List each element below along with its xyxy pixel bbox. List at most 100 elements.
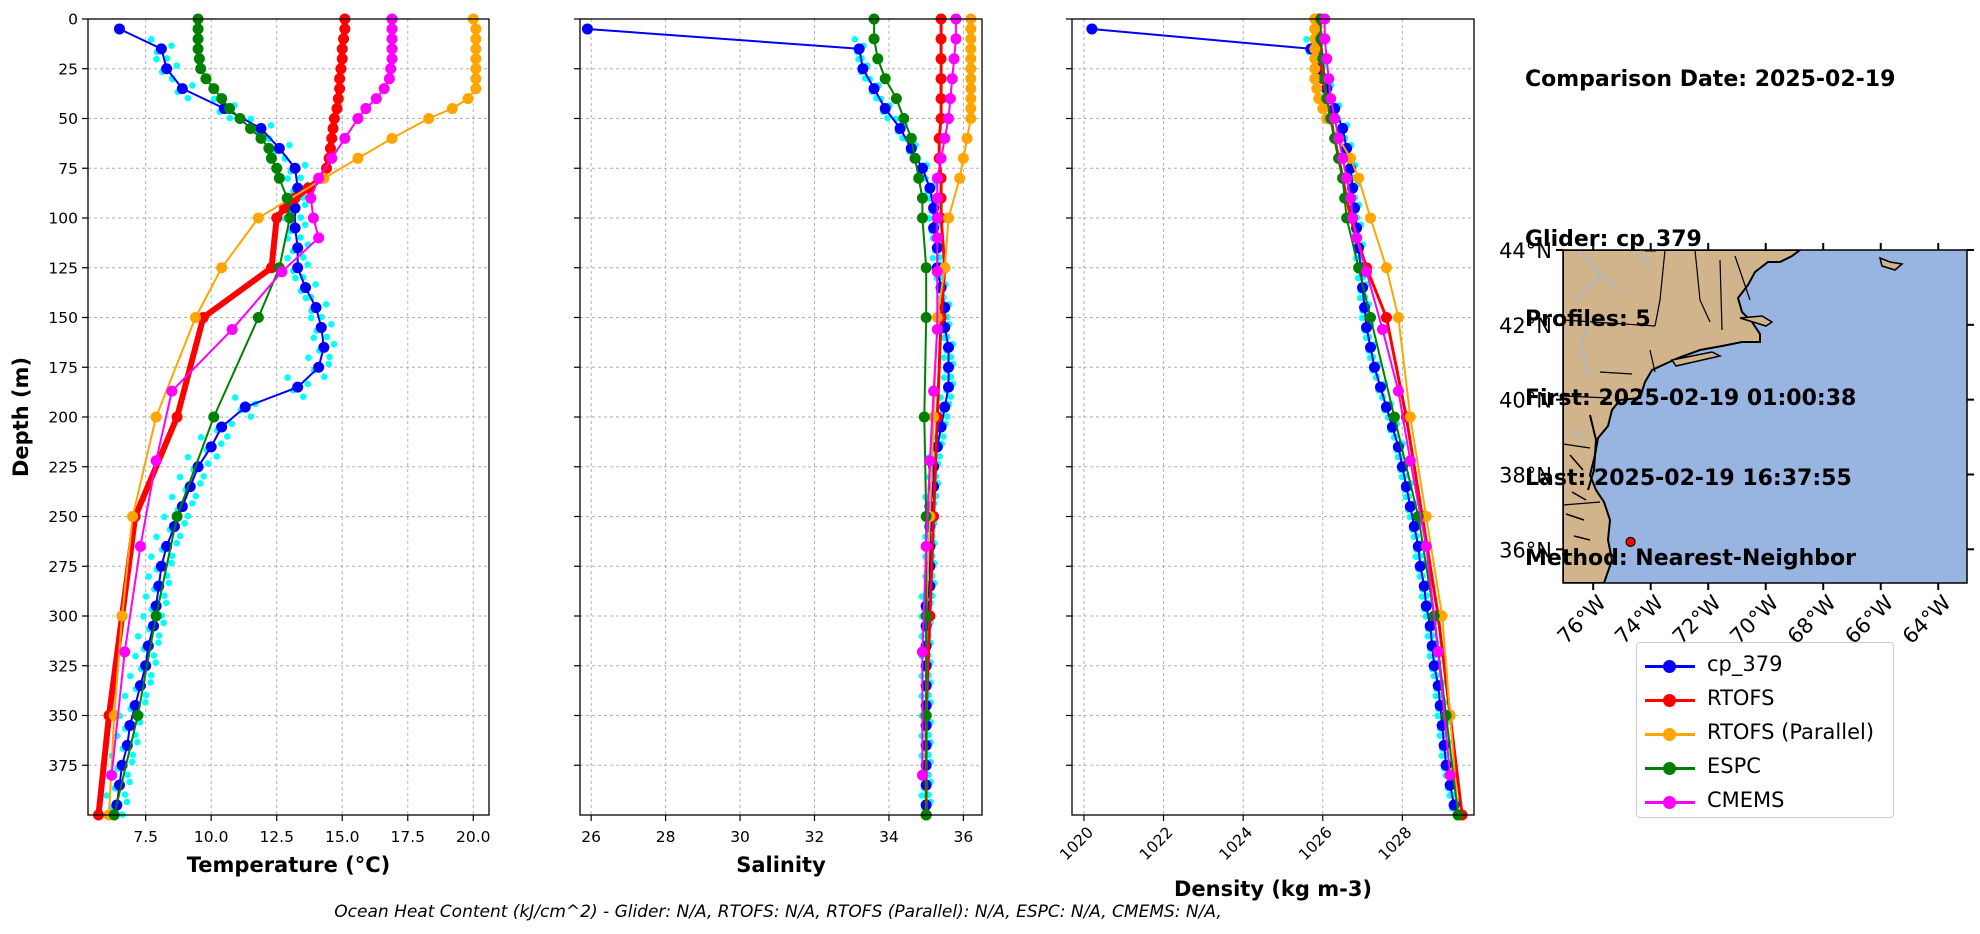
data-point-cp-379: [129, 700, 141, 712]
glider-raw-point: [284, 374, 291, 381]
data-point-rtofs: [171, 411, 183, 423]
data-point-espc: [1440, 710, 1452, 721]
glider-raw-point: [197, 480, 204, 487]
data-point-cp-379: [1337, 122, 1349, 134]
map-lon-label: 72°W: [1668, 590, 1726, 648]
data-point-cmems: [150, 455, 162, 467]
glider-raw-point: [168, 559, 175, 567]
profile-count: Profiles: 5: [1525, 306, 1651, 332]
data-point-cmems: [1404, 455, 1416, 467]
x-tick-label: 1028: [1375, 823, 1416, 864]
glider-raw-point: [1303, 35, 1310, 43]
glider-raw-point: [189, 500, 196, 507]
legend-item-rtofs: RTOFS: [1637, 683, 1893, 717]
y-tick-label: 0: [68, 11, 78, 29]
glider-raw-point: [231, 394, 239, 401]
glider-raw-point: [325, 360, 333, 368]
legend-label: CMEMS: [1707, 788, 1785, 812]
data-point-espc: [920, 610, 932, 622]
data-point-cp-379: [205, 441, 217, 453]
data-point-cmems: [916, 646, 928, 658]
data-point-cmems: [1345, 192, 1357, 204]
data-point-cmems: [946, 73, 958, 85]
data-point-cp-379: [943, 341, 954, 353]
data-point-cmems: [931, 323, 943, 335]
glider-raw-point: [304, 261, 312, 268]
data-point-cp-379: [289, 162, 301, 174]
data-point-cp-379: [176, 83, 188, 95]
data-point-rtofs-parallel: [423, 113, 435, 124]
glider-raw-point: [940, 354, 948, 361]
data-point-cmems: [1323, 73, 1335, 85]
x-axis-label: Salinity: [736, 853, 826, 877]
data-point-cmems: [385, 63, 397, 75]
data-point-cmems: [119, 646, 131, 658]
data-point-cmems: [1319, 33, 1331, 45]
data-point-espc: [244, 122, 256, 134]
data-point-espc: [263, 142, 275, 154]
data-point-cmems: [1321, 53, 1333, 65]
map-lat-label: 44°N: [1499, 239, 1552, 263]
data-point-cp-379: [161, 63, 173, 75]
data-point-cp-379: [216, 421, 228, 433]
data-point-espc: [905, 132, 917, 144]
glider-raw-point: [165, 579, 173, 587]
data-point-rtofs-parallel: [965, 83, 977, 95]
data-point-cp-379: [943, 361, 954, 373]
data-point-rtofs-parallel: [1313, 93, 1325, 105]
glider-raw-point: [918, 792, 926, 799]
data-point-cmems: [166, 385, 178, 397]
glider-raw-point: [1418, 593, 1426, 600]
data-point-rtofs-parallel: [470, 23, 482, 35]
x-tick-label: 34: [879, 828, 899, 846]
data-point-rtofs-parallel: [252, 212, 264, 224]
data-point-cmems: [924, 455, 936, 467]
glider-raw-point: [121, 791, 129, 799]
data-point-rtofs-parallel: [965, 43, 977, 55]
data-point-espc: [916, 212, 928, 224]
data-point-rtofs-parallel: [470, 63, 482, 75]
data-point-cp-379: [1368, 361, 1380, 373]
state-borders: [1563, 250, 1751, 506]
data-point-espc: [273, 172, 285, 184]
glider-raw-point: [1356, 294, 1364, 302]
legend-item-rtofs-parallel: RTOFS (Parallel): [1637, 717, 1893, 751]
map-lat-label: 42°N: [1499, 314, 1552, 338]
data-point-cp-379: [1086, 23, 1098, 35]
glider-raw-point: [1358, 314, 1366, 322]
data-point-rtofs-parallel: [965, 63, 977, 75]
data-point-rtofs-parallel: [1309, 43, 1321, 55]
glider-raw-point: [197, 433, 205, 441]
data-point-rtofs-parallel: [150, 411, 162, 423]
legend-marker: [1663, 762, 1676, 775]
legend-marker: [1663, 796, 1676, 809]
legend-label: RTOFS (Parallel): [1707, 720, 1875, 744]
glider-raw-point: [1426, 652, 1434, 660]
data-point-cmems: [352, 113, 364, 124]
data-point-cp-379: [905, 142, 917, 154]
data-point-cp-379: [857, 63, 869, 75]
data-point-espc: [890, 93, 902, 105]
glider-raw-point: [284, 254, 291, 262]
glider-raw-point: [226, 114, 234, 122]
glider-raw-point: [142, 593, 150, 600]
data-point-cmems: [1376, 323, 1388, 335]
data-point-cp-379: [1374, 381, 1386, 393]
data-point-rtofs: [327, 122, 339, 134]
glider-raw-point: [123, 798, 131, 806]
data-point-cp-379: [289, 222, 301, 234]
data-point-cmems: [1341, 172, 1353, 184]
map-lat-label: 40°N: [1499, 389, 1552, 413]
data-point-rtofs-parallel: [462, 93, 474, 105]
data-point-espc: [920, 511, 932, 522]
glider-raw-point: [147, 672, 155, 679]
data-point-espc: [920, 710, 932, 721]
glider-raw-point: [936, 453, 944, 460]
y-tick-label: 300: [48, 608, 78, 626]
data-point-rtofs: [197, 312, 209, 323]
data-point-espc: [132, 710, 144, 721]
data-point-rtofs-parallel: [1309, 73, 1321, 85]
info-spacer: [1525, 147, 1895, 174]
data-point-rtofs: [332, 93, 344, 105]
data-point-espc: [216, 93, 228, 105]
